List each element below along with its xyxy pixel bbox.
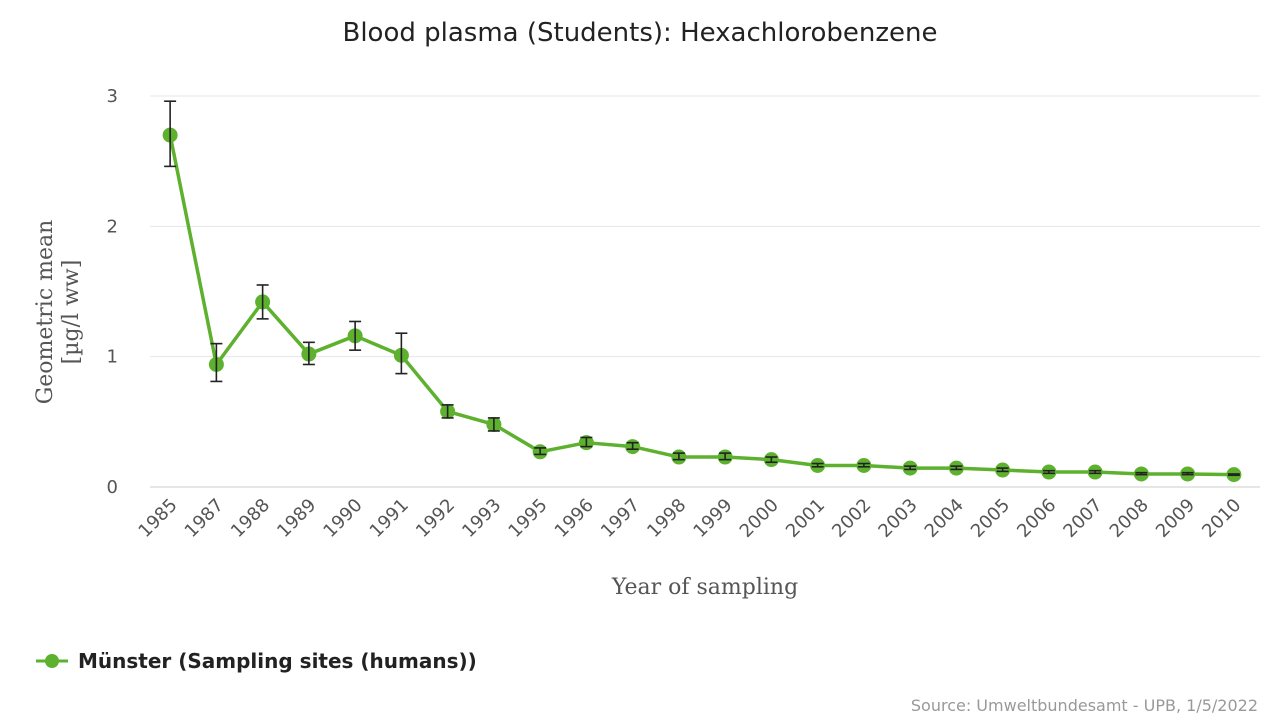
x-tick-label: 1992 — [412, 495, 459, 542]
x-tick-label: 1988 — [227, 495, 274, 542]
gridlines — [150, 95, 1260, 358]
error-bar — [904, 465, 917, 471]
legend-label: Münster (Sampling sites (humans)) — [78, 649, 477, 673]
y-tick-labels: 0 1 2 3 — [107, 86, 118, 498]
y-tick-label: 0 — [107, 477, 118, 498]
error-bar — [349, 320, 362, 351]
chart-title: Blood plasma (Students): Hexachlorobenze… — [342, 18, 937, 48]
x-tick-label: 1995 — [504, 495, 551, 542]
error-bar — [256, 284, 269, 320]
error-bar — [1089, 469, 1102, 475]
error-bar — [1227, 473, 1240, 477]
y-tick-label: 2 — [107, 216, 118, 237]
x-tick-labels: 1985 1987 1988 1989 1990 1991 1992 1993 1995 1996… — [134, 495, 1245, 542]
x-tick-label: 1989 — [273, 495, 320, 542]
legend-marker-icon — [45, 654, 59, 668]
x-tick-label: 1993 — [458, 495, 505, 542]
x-tick-label: 2008 — [1106, 495, 1153, 542]
error-bar — [857, 462, 870, 468]
error-bar — [302, 341, 315, 366]
x-tick-label: 1998 — [643, 495, 690, 542]
error-bar — [719, 452, 732, 461]
error-bar — [811, 462, 824, 468]
series-line — [168, 134, 1234, 477]
error-bar — [164, 100, 177, 168]
error-bar — [950, 465, 963, 471]
y-axis-title: Geometric mean [µg/l ww] — [33, 220, 84, 405]
legend[interactable]: Münster (Sampling sites (humans)) — [36, 649, 477, 673]
y-tick-label: 3 — [107, 86, 118, 107]
y-axis-title-unit: [µg/l ww] — [59, 260, 84, 365]
error-bar — [1135, 471, 1148, 476]
error-bar — [395, 332, 408, 375]
x-tick-label: 1996 — [551, 495, 598, 542]
x-tick-label: 1987 — [181, 495, 228, 542]
error-bar — [1181, 471, 1194, 476]
x-axis-title: Year of sampling — [611, 575, 798, 600]
error-bar — [210, 342, 223, 383]
y-tick-label: 1 — [107, 347, 118, 368]
x-tick-label: 1997 — [597, 495, 644, 542]
x-tick-label: 2010 — [1198, 495, 1245, 542]
y-axis-title-main: Geometric mean — [33, 220, 58, 405]
x-tick-label: 2007 — [1059, 495, 1106, 542]
x-tick-label: 2005 — [967, 495, 1014, 542]
series-line-group — [162, 100, 1242, 483]
x-tick-label: 2004 — [921, 495, 968, 542]
x-tick-label: 2009 — [1152, 495, 1199, 542]
x-tick-label: 1991 — [366, 495, 413, 542]
x-tick-label: 2000 — [736, 495, 783, 542]
error-bar — [996, 467, 1009, 473]
source-credit[interactable]: Source: Umweltbundesamt - UPB, 1/5/2022 — [911, 696, 1258, 715]
error-bar — [580, 436, 593, 448]
x-tick-label: 2003 — [874, 495, 921, 542]
error-bar — [534, 447, 547, 456]
error-bar — [441, 404, 454, 419]
error-bar — [765, 456, 778, 464]
error-bar — [672, 452, 685, 461]
x-tick-label: 2006 — [1013, 495, 1060, 542]
error-bar — [487, 417, 500, 432]
x-tick-label: 1985 — [134, 495, 181, 542]
x-tick-label: 1999 — [689, 495, 736, 542]
x-tick-label: 2001 — [782, 495, 829, 542]
x-tick-label: 1990 — [319, 495, 366, 542]
error-bar — [1042, 469, 1055, 475]
x-tick-label: 2002 — [828, 495, 875, 542]
error-bar — [626, 441, 639, 451]
